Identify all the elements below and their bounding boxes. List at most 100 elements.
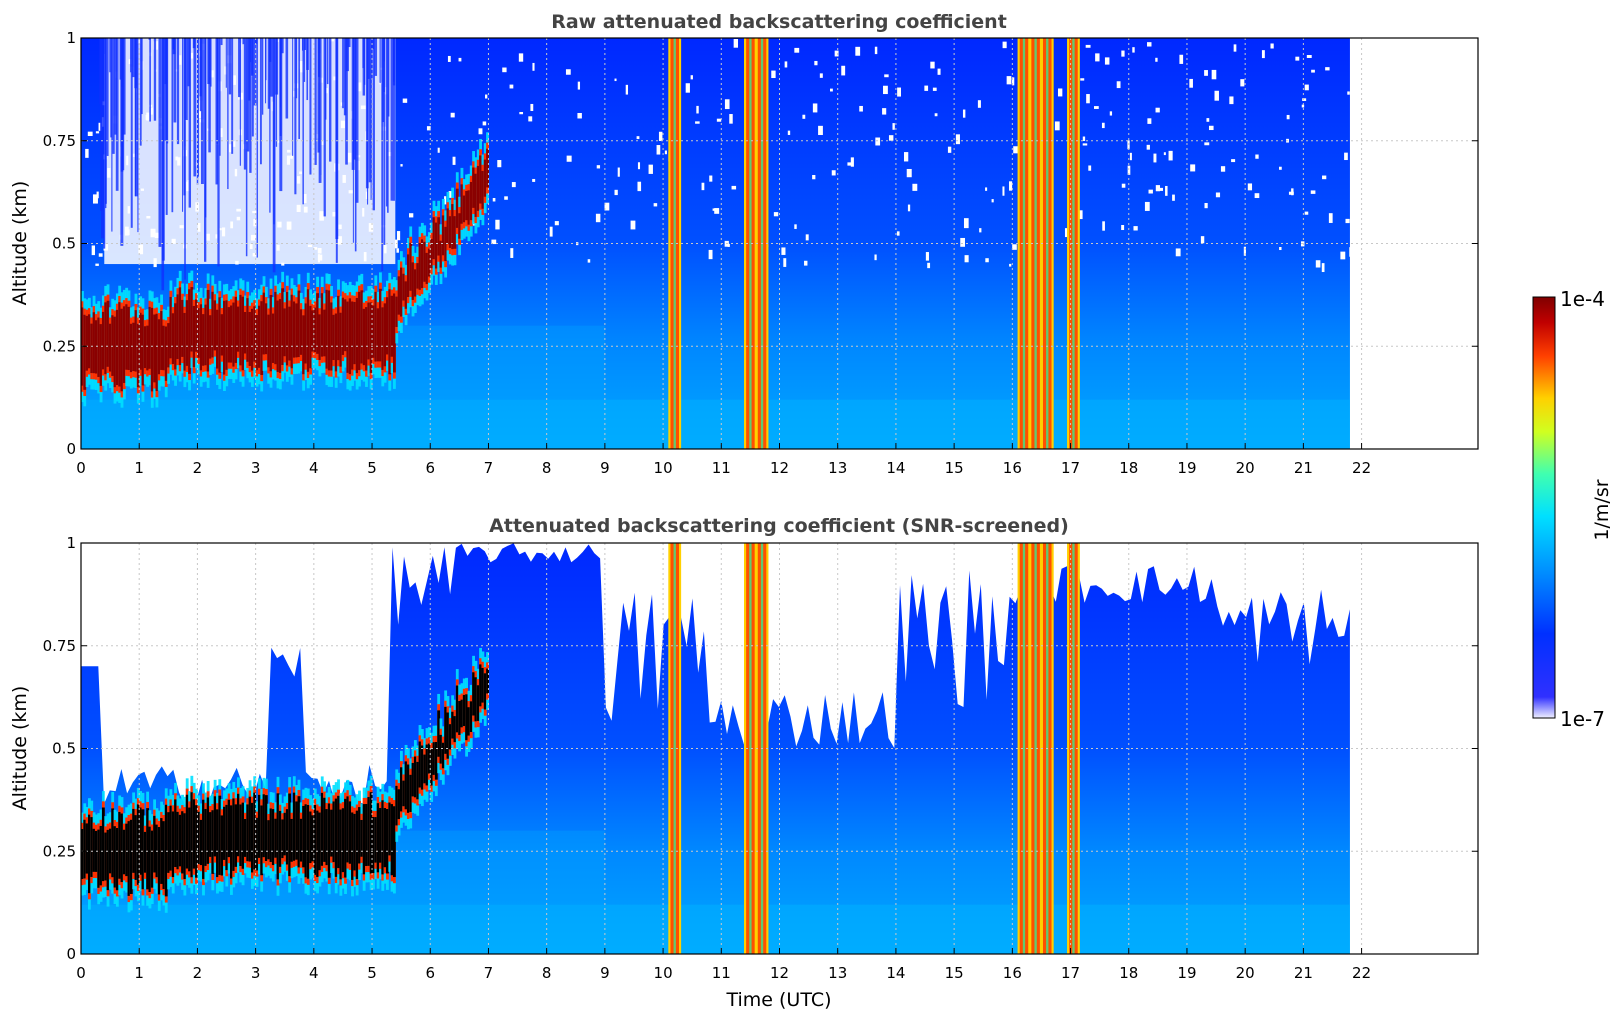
cloud-core — [255, 314, 259, 371]
noise-streak — [139, 38, 142, 146]
cloud-core — [469, 701, 473, 733]
cloud-core — [99, 825, 103, 886]
cloud-core — [136, 804, 140, 885]
x-tick-label: 15 — [945, 459, 964, 477]
x-tick-label: 1 — [134, 459, 144, 477]
noise-speck — [819, 73, 823, 78]
cloud-core — [227, 307, 231, 363]
noise-speck — [1340, 251, 1346, 260]
noise-streak — [246, 38, 250, 152]
cloud-core — [239, 294, 243, 366]
noise-streak — [323, 38, 326, 217]
noise-speck — [625, 84, 629, 95]
noise-streak — [215, 38, 219, 185]
noise-speck — [91, 245, 96, 256]
noise-speck — [1088, 165, 1092, 171]
cloud-core — [83, 314, 87, 390]
noise-streak — [110, 38, 113, 138]
colorbar-label: 1/m/sr — [1591, 479, 1613, 540]
cloud-core — [283, 308, 287, 357]
cloud-core — [141, 314, 145, 386]
cloud-core — [351, 301, 354, 370]
cloud-core — [92, 312, 96, 374]
cloud-core — [346, 796, 350, 863]
cloud-core — [423, 241, 427, 282]
noise-streak — [249, 38, 252, 173]
noise-speck — [554, 221, 559, 226]
noise-streak — [372, 38, 375, 211]
cloud-core — [134, 310, 138, 372]
noise-streak — [100, 38, 104, 239]
noise-streak — [345, 38, 348, 165]
noise-speck — [1322, 175, 1327, 180]
cloud-core — [176, 294, 180, 359]
x-tick-label: 5 — [367, 459, 377, 477]
cloud-core — [197, 308, 201, 358]
noise-streak — [367, 38, 369, 205]
cloud-core — [136, 323, 140, 388]
cloud-core — [372, 305, 375, 358]
noise-streak — [251, 38, 254, 137]
noise-streak — [355, 38, 359, 203]
noise-streak — [109, 38, 111, 73]
colorbar-min-label: 1e-7 — [1560, 707, 1605, 731]
cloud-core — [390, 295, 394, 357]
noise-streak — [370, 38, 372, 200]
cloud-core — [115, 828, 119, 891]
cloud-core — [178, 814, 182, 867]
noise-streak — [329, 38, 332, 162]
noise-speck — [1168, 150, 1173, 161]
cloud-core — [323, 797, 326, 862]
cloud-core — [225, 300, 229, 370]
noise-speck — [814, 60, 818, 66]
cloud-core — [395, 296, 399, 327]
heatmap-raw — [81, 38, 1353, 449]
cloud-core — [437, 710, 441, 757]
noise-speck — [1155, 57, 1158, 62]
noise-streak — [141, 38, 143, 115]
noise-speck — [947, 146, 952, 153]
noise-speck — [934, 113, 938, 117]
cloud-core — [420, 745, 424, 790]
noise-speck — [855, 46, 861, 56]
noise-speck — [577, 112, 582, 119]
cloud-core — [278, 810, 282, 867]
cloud-core — [439, 734, 443, 764]
noise-speck — [1310, 190, 1316, 194]
noise-speck — [731, 185, 737, 190]
noise-speck — [812, 174, 816, 180]
noise-speck — [1013, 146, 1019, 154]
cloud-core — [397, 276, 401, 315]
cloud-core — [122, 829, 126, 875]
noise-speck — [834, 50, 839, 57]
cloud-core — [106, 300, 110, 367]
noise-speck — [1002, 41, 1007, 49]
noise-streak — [269, 38, 272, 62]
colorbar-max-label: 1e-4 — [1560, 287, 1605, 311]
cloud-core — [223, 300, 226, 375]
noise-speck — [617, 167, 620, 177]
noise-speck — [98, 253, 103, 257]
noise-speck — [648, 164, 653, 174]
cloud-core — [383, 808, 387, 868]
noise-speck — [519, 111, 524, 115]
precip-band-line — [1034, 38, 1037, 449]
cloud-core — [395, 785, 399, 826]
noise-speck — [1311, 69, 1315, 73]
cloud-core — [416, 761, 420, 800]
noise-speck — [690, 75, 693, 80]
cloud-core — [255, 817, 259, 871]
cloud-core — [358, 291, 361, 371]
noise-streak — [161, 38, 165, 291]
cloud-core — [486, 668, 489, 694]
noise-speck — [906, 168, 912, 178]
noise-streak — [231, 38, 234, 154]
noise-speck — [565, 69, 571, 75]
noise-streak — [294, 38, 297, 195]
noise-speck — [1009, 181, 1013, 191]
cloud-core — [472, 167, 475, 208]
cloud-core — [462, 195, 466, 223]
cloud-core — [327, 803, 331, 878]
cloud-core — [288, 793, 292, 877]
noise-streak — [383, 38, 386, 245]
